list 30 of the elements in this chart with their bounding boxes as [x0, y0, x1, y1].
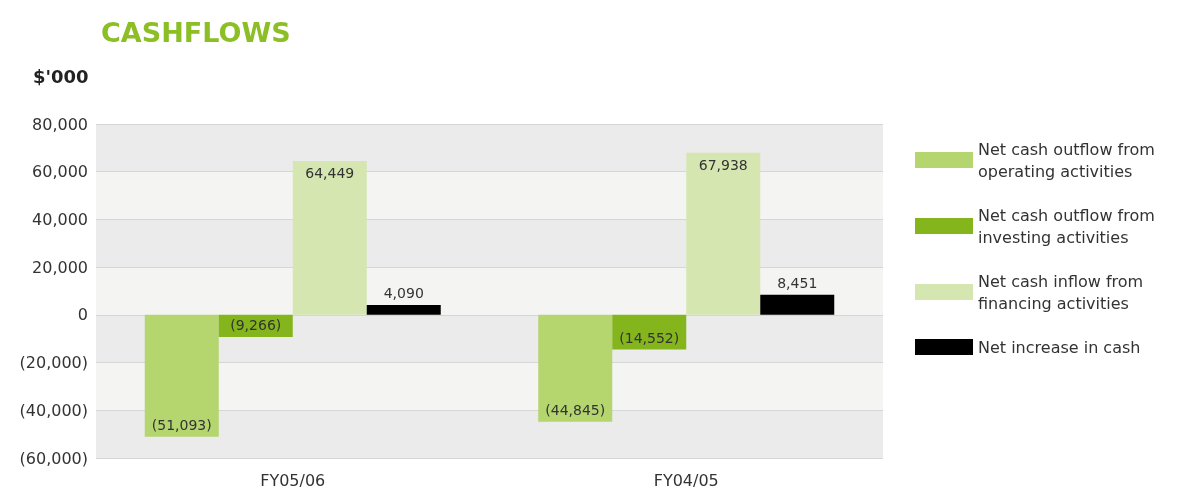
bar: [760, 294, 835, 315]
bar: [292, 161, 367, 315]
legend-label: Net cash inflow from financing activities: [978, 271, 1149, 313]
legend-label: Net cash outflow from investing activities: [978, 205, 1160, 247]
data-label: (9,266): [230, 316, 282, 333]
y-tick-label: (20,000): [19, 353, 88, 373]
y-axis-title: $'000: [33, 65, 89, 87]
data-label: 67,938: [698, 156, 748, 173]
bar: [366, 305, 441, 315]
y-tick-label: 0: [77, 305, 88, 325]
bar: [538, 314, 613, 422]
data-label: (51,093): [151, 416, 212, 433]
y-tick-label: 40,000: [32, 209, 88, 229]
y-tick-label: 60,000: [32, 162, 88, 182]
y-tick-label: 80,000: [32, 114, 88, 134]
legend-label: Net cash outflow from operating activities: [978, 139, 1160, 181]
bar: [144, 314, 219, 437]
bar: [686, 152, 761, 315]
data-label: (44,845): [545, 401, 606, 418]
data-label: 8,451: [777, 274, 818, 291]
x-tick-label: FY05/06: [260, 470, 326, 490]
data-label: 64,449: [305, 165, 355, 182]
x-tick-label: FY04/05: [653, 470, 719, 490]
data-label: 4,090: [383, 285, 424, 302]
chart-title: CASHFLOWS: [101, 17, 291, 48]
y-tick-label: 20,000: [32, 257, 88, 277]
y-tick-label: (40,000): [19, 400, 88, 420]
data-label: (14,552): [619, 329, 680, 346]
legend-label: Net increase in cash: [978, 337, 1141, 357]
y-tick-label: (60,000): [19, 448, 88, 468]
